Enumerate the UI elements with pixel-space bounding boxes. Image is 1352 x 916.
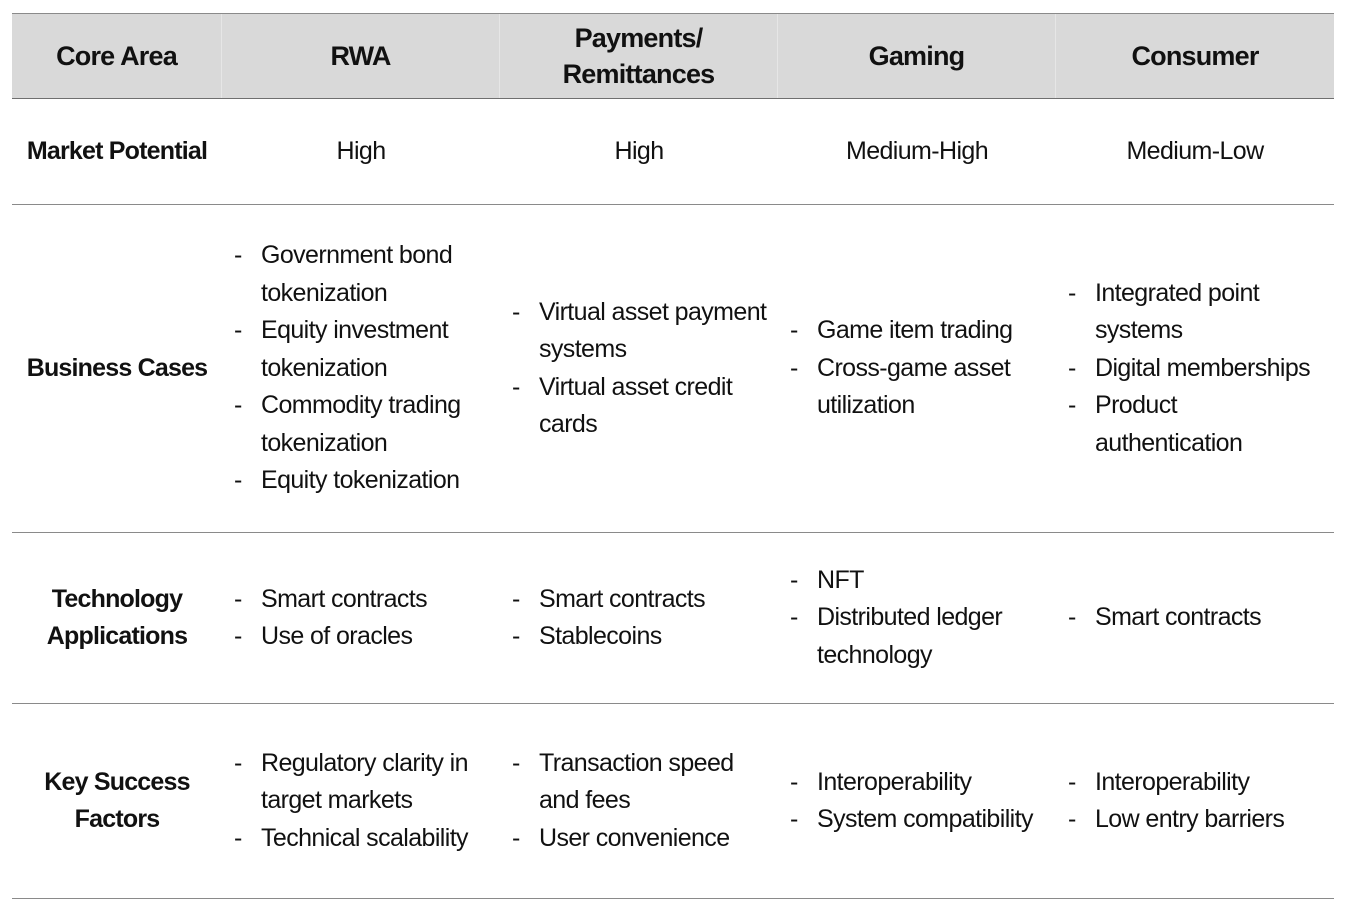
row-label-technology-applications-text: Technology Applications (46, 585, 188, 650)
list: Interoperability System compatibility (790, 764, 1033, 839)
row-label-market-potential: Market Potential (26, 137, 208, 165)
list-item: Digital memberships (1068, 350, 1330, 388)
list: NFT Distributed ledger technology (790, 562, 1052, 675)
table-header-row: Core Area RWA Payments/ Remittances Gami… (12, 13, 1334, 99)
list-item: Technical scalability (234, 820, 496, 858)
list: Integrated point systems Digital members… (1068, 275, 1330, 463)
cell-cases-gaming: Game item trading Cross-game asset utili… (778, 205, 1056, 532)
cell-ksf-payments: Transaction speed and fees User convenie… (500, 704, 778, 898)
list: Regulatory clarity in target markets Tec… (234, 745, 496, 858)
list: Government bond tokenization Equity inve… (234, 237, 496, 500)
list-item: Virtual asset payment systems (512, 294, 774, 369)
list-item: Interoperability (790, 764, 1033, 802)
header-payments-remittances: Payments/ Remittances (500, 14, 778, 98)
list-item: Equity tokenization (234, 462, 496, 500)
cell-ksf-rwa: Regulatory clarity in target markets Tec… (222, 704, 500, 898)
header-gaming: Gaming (778, 14, 1056, 98)
cell-cases-rwa: Government bond tokenization Equity inve… (222, 205, 500, 532)
table-row-business-cases: Business Cases Government bond tokenizat… (12, 205, 1334, 533)
list: Transaction speed and fees User convenie… (512, 745, 774, 858)
cell-ksf-gaming: Interoperability System compatibility (778, 704, 1056, 898)
header-core-area: Core Area (12, 14, 222, 98)
list-item: Game item trading (790, 312, 1052, 350)
list-item: System compatibility (790, 801, 1033, 839)
cell-market-rwa: High (336, 137, 386, 165)
cell-market-consumer: Medium-Low (1126, 137, 1264, 165)
list: Smart contracts Use of oracles (234, 581, 428, 656)
table-row-technology-applications: Technology Applications Smart contracts … (12, 533, 1334, 704)
list-item: Regulatory clarity in target markets (234, 745, 496, 820)
comparison-table: Core Area RWA Payments/ Remittances Gami… (12, 13, 1334, 899)
list-item: Equity investment tokenization (234, 312, 496, 387)
list: Smart contracts (1068, 599, 1262, 637)
list-item: NFT (790, 562, 1052, 600)
cell-market-gaming: Medium-High (845, 137, 989, 165)
cell-tech-consumer: Smart contracts (1056, 533, 1334, 703)
list: Virtual asset payment systems Virtual as… (512, 294, 774, 444)
cell-cases-consumer: Integrated point systems Digital members… (1056, 205, 1334, 532)
list: Smart contracts Stablecoins (512, 581, 706, 656)
row-label-technology-applications: Technology Applications (12, 533, 222, 703)
list-item: User convenience (512, 820, 774, 858)
list-item: Smart contracts (234, 581, 428, 619)
list-item: Integrated point systems (1068, 275, 1330, 350)
list-item: Stablecoins (512, 618, 705, 656)
table-row-key-success-factors: Key Success Factors Regulatory clarity i… (12, 704, 1334, 899)
list: Interoperability Low entry barriers (1068, 764, 1285, 839)
list: Game item trading Cross-game asset utili… (790, 312, 1052, 425)
header-consumer: Consumer (1131, 41, 1259, 71)
list-item: Virtual asset credit cards (512, 369, 774, 444)
list-item: Smart contracts (512, 581, 706, 619)
list-item: Smart contracts (1068, 599, 1262, 637)
list-item: Government bond tokenization (234, 237, 496, 312)
list-item: Distributed ledger technology (790, 599, 1052, 674)
row-label-key-success-factors-text: Key Success Factors (44, 768, 190, 833)
cell-tech-gaming: NFT Distributed ledger technology (778, 533, 1056, 703)
list-item: Interoperability (1068, 764, 1284, 802)
header-rwa: RWA (222, 14, 500, 98)
cell-tech-rwa: Smart contracts Use of oracles (222, 533, 500, 703)
list-item: Use of oracles (234, 618, 427, 656)
table-row-market-potential: Market Potential High High Medium-High M… (12, 99, 1334, 205)
cell-ksf-consumer: Interoperability Low entry barriers (1056, 704, 1334, 898)
list-item: Product authentication (1068, 387, 1330, 462)
list-item: Transaction speed and fees (512, 745, 774, 820)
cell-cases-payments: Virtual asset payment systems Virtual as… (500, 205, 778, 532)
header-payments-remittances-label: Payments/ Remittances (562, 23, 716, 89)
list-item: Cross-game asset utilization (790, 350, 1052, 425)
list-item: Low entry barriers (1068, 801, 1285, 839)
row-label-business-cases: Business Cases (26, 354, 208, 382)
cell-market-payments: High (614, 137, 664, 165)
row-label-key-success-factors: Key Success Factors (12, 704, 222, 898)
list-item: Commodity trading tokenization (234, 387, 496, 462)
cell-tech-payments: Smart contracts Stablecoins (500, 533, 778, 703)
